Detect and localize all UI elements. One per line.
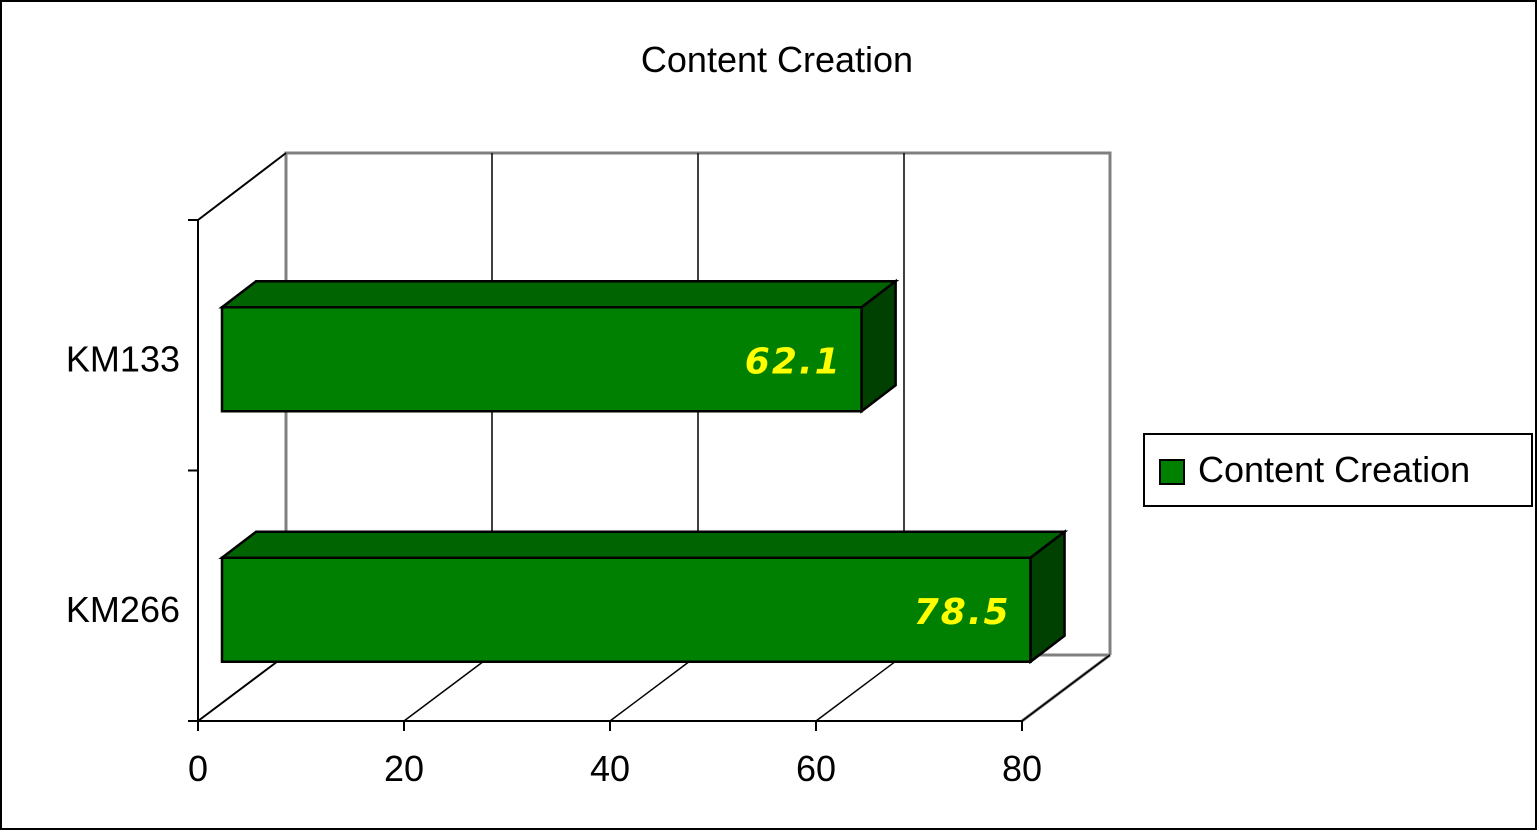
floor-gridline [815, 654, 905, 722]
bars [218, 278, 1069, 665]
legend-swatch [1159, 459, 1185, 485]
chart-title: Content Creation [641, 39, 913, 80]
axes [188, 219, 1023, 731]
bar-value-label: 78.5 [914, 592, 1011, 633]
legend: Content Creation [1143, 433, 1533, 507]
x-tick-label: 80 [1002, 748, 1042, 789]
legend-label: Content Creation [1198, 449, 1470, 490]
bar-front [220, 306, 863, 413]
bar-side [1029, 529, 1066, 665]
bar-value-label: 62.1 [745, 341, 842, 382]
bar-top [218, 530, 1069, 559]
legend-box [1143, 433, 1533, 507]
bar-side [860, 278, 897, 414]
bar-front [220, 556, 1032, 663]
bar-top [218, 280, 900, 309]
x-tick-label: 20 [384, 748, 424, 789]
x-tick-label: 0 [188, 748, 208, 789]
floor-gridline [1021, 654, 1111, 722]
category-label: KM133 [66, 338, 180, 379]
floor-left-edge [197, 654, 287, 722]
floor-gridline [403, 654, 493, 722]
x-tick-label: 40 [590, 748, 630, 789]
category-label: KM266 [66, 589, 180, 630]
x-tick-label: 60 [796, 748, 836, 789]
side-wall-top-edge [197, 152, 287, 221]
labels: 0 20 40 60 80 62.1 KM133 78.5 KM266 [66, 338, 1042, 789]
floor-gridline [609, 654, 699, 722]
